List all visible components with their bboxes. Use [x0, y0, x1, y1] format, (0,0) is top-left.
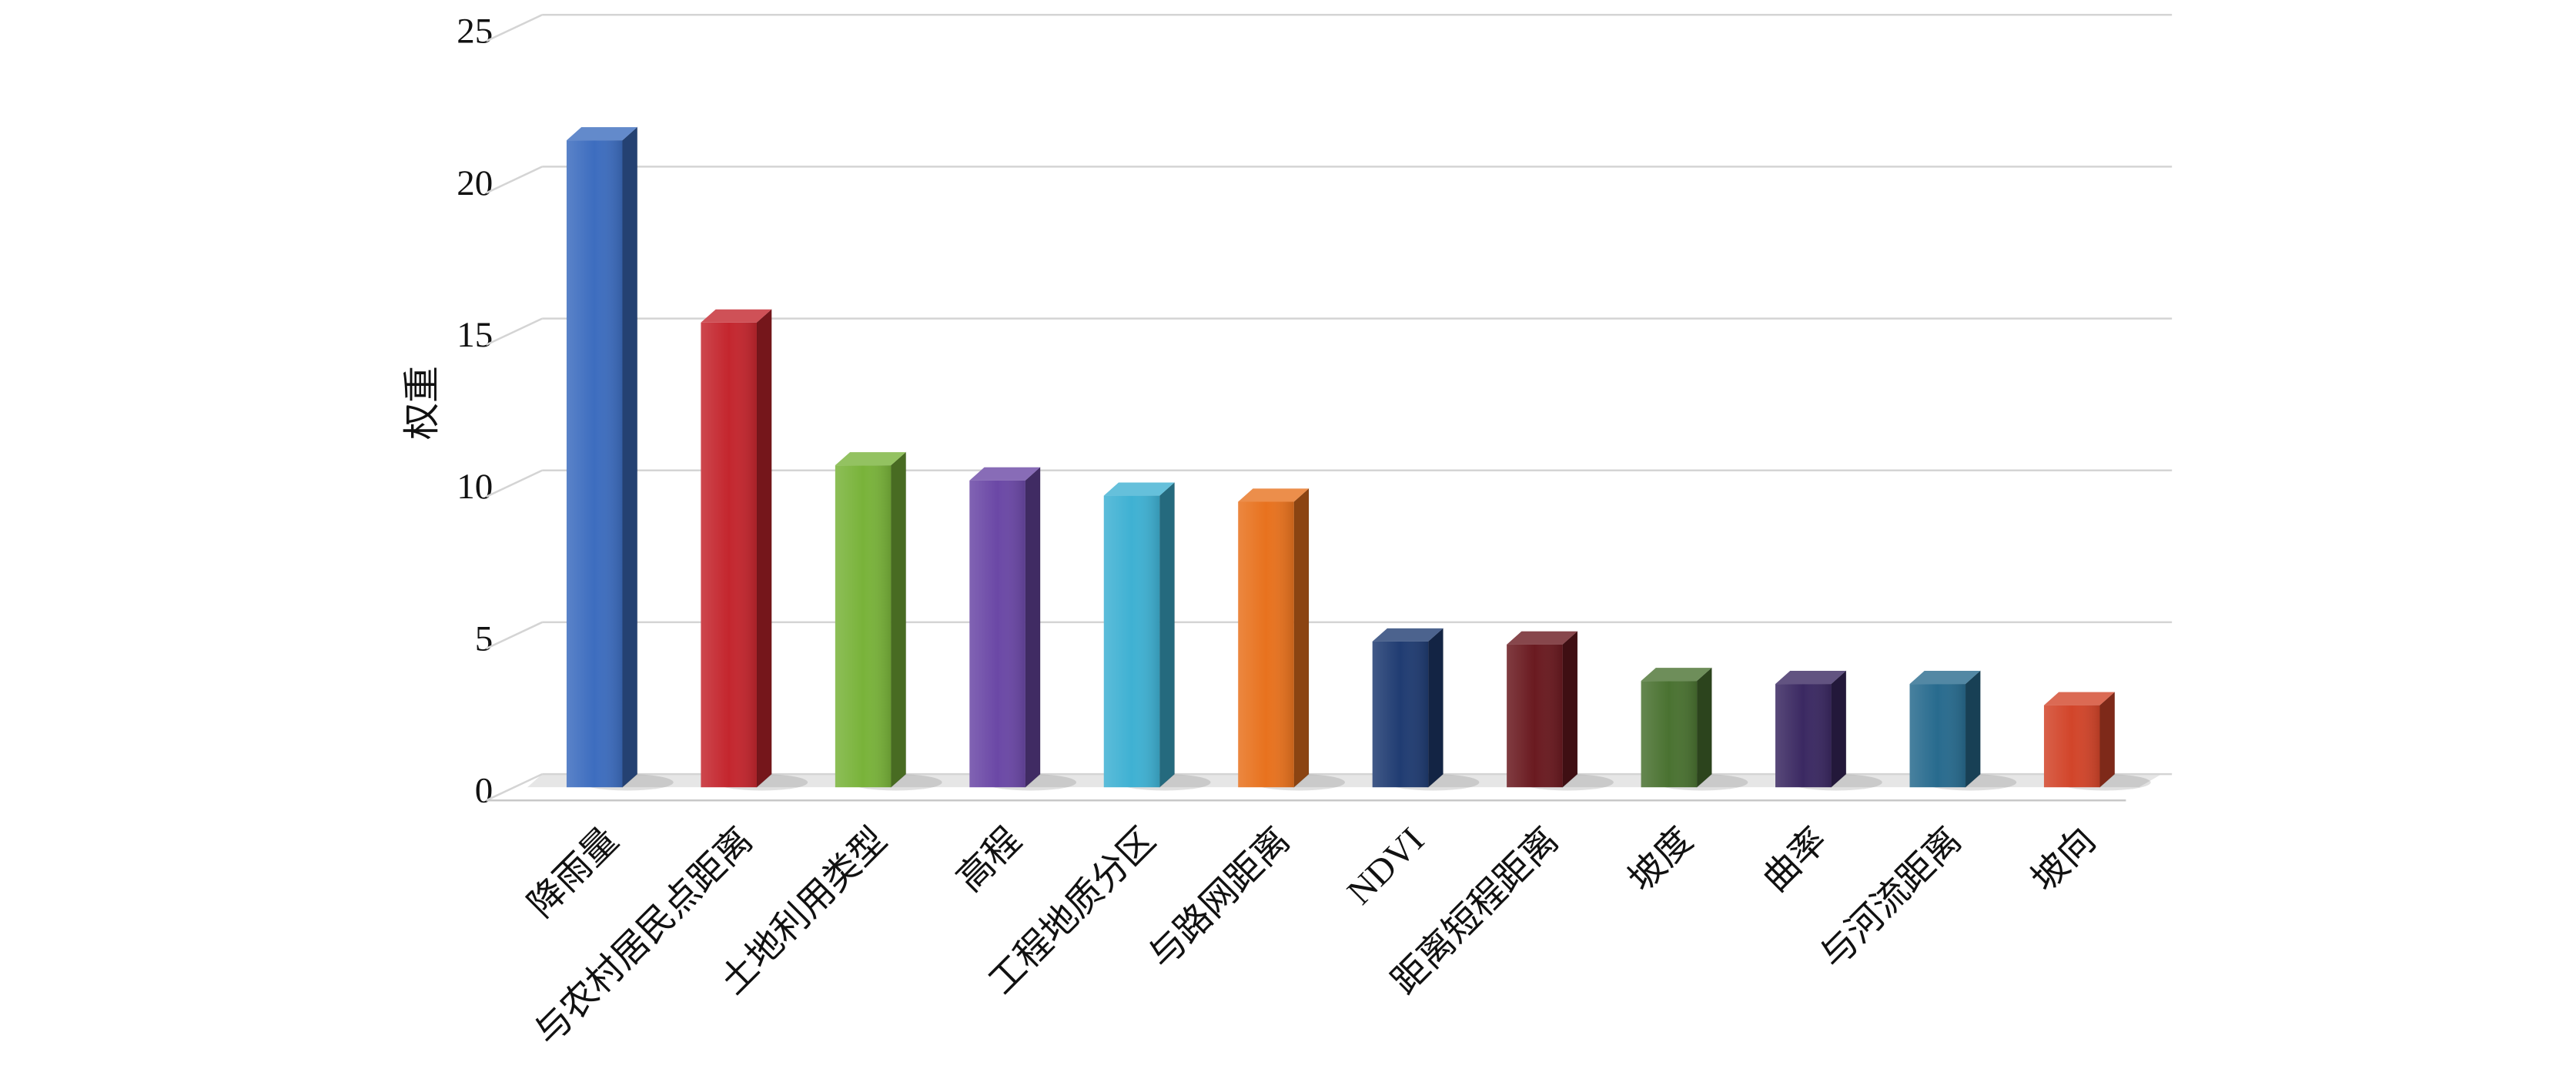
- bar-top: [2043, 692, 2115, 705]
- bar-shade: [1507, 644, 1563, 788]
- bar-shade: [1641, 681, 1698, 788]
- grid-line-side: [486, 772, 543, 802]
- grid-line-side: [486, 621, 543, 650]
- floor: [527, 774, 2162, 788]
- bar-shade: [1103, 495, 1160, 788]
- y-tick-label: 0: [475, 771, 493, 811]
- x-tick-label: 降雨量: [521, 820, 626, 925]
- bar-top-shade: [1507, 631, 1577, 645]
- y-tick-label: 25: [457, 12, 493, 52]
- bar-top: [1775, 671, 1846, 685]
- y-axis-label: 权重: [402, 366, 443, 440]
- x-tick-label: 坡度: [1621, 820, 1701, 900]
- bar-top-shade: [1775, 671, 1846, 685]
- bar-top-shade: [1103, 482, 1175, 496]
- bar-top: [835, 452, 906, 466]
- bar-shade: [835, 465, 892, 788]
- bar-side-shade: [1697, 668, 1712, 788]
- bar-side-shade: [2099, 692, 2115, 788]
- bar-top: [1909, 671, 1981, 685]
- bar-shade: [2043, 705, 2100, 788]
- bar-shade: [1372, 641, 1429, 788]
- x-tick-label: NDVI: [1340, 820, 1432, 913]
- bar-side-shade: [1562, 631, 1577, 788]
- grid-line-side: [486, 14, 543, 42]
- bar-top: [1372, 628, 1444, 642]
- bar-side-shade: [622, 127, 637, 788]
- bar-top: [1507, 631, 1577, 645]
- grid-line-side: [486, 469, 543, 498]
- y-tick-label: 5: [475, 618, 493, 658]
- bar-side-shade: [1159, 482, 1175, 788]
- y-tick-label: 20: [457, 163, 493, 203]
- bar-shade: [969, 480, 1025, 788]
- bar-top-shade: [566, 127, 637, 141]
- y-tick-label: 15: [457, 315, 493, 355]
- bar-top-shade: [1238, 488, 1309, 502]
- bar-top: [1103, 482, 1175, 496]
- bar-side-shade: [756, 309, 772, 788]
- bar-shade: [1775, 684, 1832, 788]
- x-tick-label: 坡向: [2024, 820, 2103, 900]
- bar-top: [566, 127, 637, 141]
- x-tick-label: 曲率: [1755, 820, 1835, 900]
- bar-shade: [1909, 684, 1966, 788]
- bar-side-shade: [1025, 467, 1041, 788]
- bar-side-shade: [1831, 671, 1846, 788]
- bar-top: [1641, 668, 1712, 682]
- bar-side-shade: [1965, 671, 1981, 788]
- bar-shade: [566, 140, 623, 788]
- bar-top: [701, 309, 772, 323]
- bar-top-shade: [1372, 628, 1444, 642]
- grid-line-side: [486, 317, 543, 346]
- y-tick-label: 10: [457, 467, 493, 507]
- x-tick-label: 与河流距离: [1813, 820, 1969, 977]
- bar-top-shade: [835, 452, 906, 466]
- bar-top-shade: [701, 309, 772, 323]
- bar-side-shade: [1293, 488, 1309, 788]
- bar-shade: [701, 322, 757, 788]
- x-tick-label: 高程: [949, 820, 1029, 900]
- grid-line-side: [486, 166, 543, 194]
- bar-top-shade: [2043, 692, 2115, 705]
- bar-side-shade: [1428, 628, 1444, 788]
- bar-top-shade: [1909, 671, 1981, 685]
- x-tick-label: 与路网距离: [1142, 820, 1298, 977]
- bar-side-shade: [891, 452, 906, 788]
- bar-top: [1238, 488, 1309, 502]
- bar-shade: [1238, 501, 1294, 788]
- bar-top-shade: [1641, 668, 1712, 682]
- bar-top: [969, 467, 1041, 481]
- bar-top-shade: [969, 467, 1041, 481]
